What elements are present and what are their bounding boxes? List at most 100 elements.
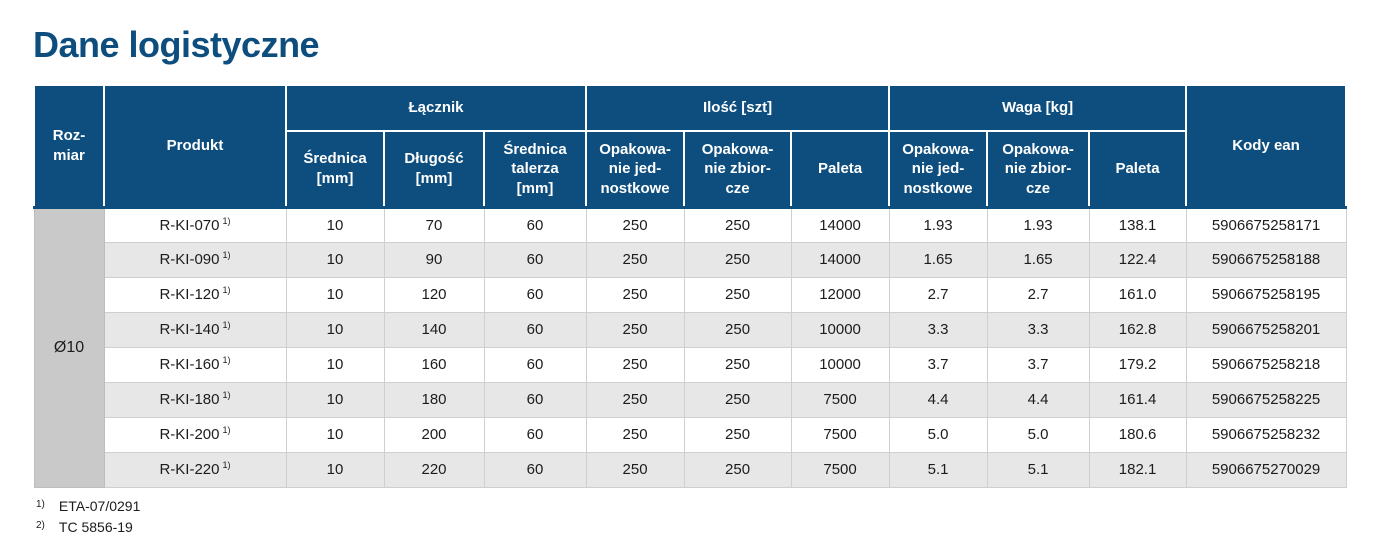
ilosc-opakowanie-jednostkowe-cell: 250: [585, 206, 685, 243]
header-group-row: Roz- miar Produkt Łącznik Ilość [szt] Wa…: [33, 84, 1348, 209]
srednica-mm-cell: 10: [285, 276, 385, 313]
header-sub-row: Średnica [mm] Długość [mm] Średnica tale…: [34, 130, 1346, 209]
product-footnote-marker: 1): [222, 460, 231, 470]
table-row: R-KI-160 1) 10 160 60 250 250 10000 3.7 3.7 179.2 5…: [34, 346, 1347, 383]
product-footnote-marker: 1): [222, 390, 231, 400]
srednica-talerza-mm-cell: 60: [483, 346, 587, 383]
kody-ean-cell: 5906675258195: [1185, 276, 1347, 313]
ilosc-paleta-cell: 7500: [790, 381, 890, 418]
col-header-ilosc-paleta: Paleta: [790, 130, 891, 209]
product-cell: R-KI-220 1): [103, 451, 287, 488]
waga-paleta-cell: 161.4: [1088, 381, 1187, 418]
footnote-text: TC 5856-19: [58, 518, 133, 535]
ilosc-opakowanie-jednostkowe-cell: 250: [585, 276, 685, 313]
ilosc-opakowanie-jednostkowe-cell: 250: [585, 311, 685, 348]
waga-opakowanie-jednostkowe-cell: 1.93: [888, 206, 988, 243]
srednica-talerza-mm-cell: 60: [483, 381, 587, 418]
srednica-mm-cell: 10: [285, 346, 385, 383]
table-header: Roz- miar Produkt Łącznik Ilość [szt] Wa…: [33, 84, 1348, 209]
waga-paleta-cell: 161.0: [1088, 276, 1187, 313]
table-row: R-KI-200 1) 10 200 60 250 250 7500 5.0 5.0 180.6 59…: [34, 416, 1347, 453]
product-cell: R-KI-160 1): [103, 346, 287, 383]
product-footnote-marker: 1): [222, 215, 231, 226]
product-name: R-KI-090: [159, 251, 220, 268]
group-header-ilosc: Ilość [szt]: [585, 84, 891, 132]
srednica-mm-cell: 10: [285, 416, 385, 453]
ilosc-opakowanie-jednostkowe-cell: 250: [585, 346, 685, 383]
col-header-produkt: Produkt: [103, 84, 287, 209]
table-body: Ø10 R-KI-070 1) 10 70 60 250 250 14000 1.93 1.93 13…: [33, 206, 1347, 488]
col-header-dlugosc-mm: Długość [mm]: [383, 130, 485, 209]
product-cell: R-KI-070 1): [103, 206, 287, 243]
waga-paleta-cell: 138.1: [1088, 206, 1187, 243]
product-name: R-KI-200: [159, 426, 220, 443]
waga-opakowanie-jednostkowe-cell: 3.7: [888, 346, 988, 383]
ilosc-paleta-cell: 7500: [790, 416, 890, 453]
srednica-talerza-mm-cell: 60: [483, 241, 587, 278]
ilosc-opakowanie-zbiorcze-cell: 250: [683, 276, 792, 313]
ilosc-paleta-cell: 7500: [790, 451, 890, 488]
ilosc-opakowanie-zbiorcze-cell: 250: [683, 311, 792, 348]
col-header-ilosc-opakowanie-zbiorcze: Opakowa- nie zbior- cze: [683, 130, 793, 209]
col-header-waga-opakowanie-zbiorcze: Opakowa- nie zbior- cze: [986, 130, 1091, 209]
table-row: R-KI-220 1) 10 220 60 250 250 7500 5.1 5.1 182.1 59…: [34, 451, 1347, 488]
kody-ean-cell: 5906675258232: [1185, 416, 1347, 453]
srednica-talerza-mm-cell: 60: [483, 206, 587, 243]
srednica-mm-cell: 10: [285, 451, 385, 488]
srednica-talerza-mm-cell: 60: [483, 451, 587, 488]
srednica-mm-cell: 10: [285, 241, 385, 278]
footnote-text: ETA-07/0291: [58, 497, 141, 514]
product-footnote-marker: 1): [222, 355, 231, 365]
col-header-ilosc-opakowanie-jednostkowe: Opakowa- nie jed- nostkowe: [585, 130, 686, 209]
waga-opakowanie-zbiorcze-cell: 3.3: [986, 311, 1090, 348]
waga-opakowanie-zbiorcze-cell: 3.7: [986, 346, 1090, 383]
ilosc-paleta-cell: 10000: [790, 311, 890, 348]
dlugosc-mm-cell: 140: [383, 311, 485, 348]
ilosc-opakowanie-jednostkowe-cell: 250: [585, 416, 685, 453]
col-header-srednica-talerza-mm: Średnica talerza [mm]: [482, 130, 588, 209]
waga-opakowanie-zbiorcze-cell: 2.7: [986, 276, 1090, 313]
kody-ean-cell: 5906675258171: [1185, 206, 1347, 243]
footnote: 2) TC 5856-19: [36, 518, 133, 535]
ilosc-opakowanie-zbiorcze-cell: 250: [683, 416, 792, 453]
ilosc-opakowanie-zbiorcze-cell: 250: [683, 206, 792, 243]
product-name: R-KI-070: [159, 216, 220, 234]
ilosc-paleta-cell: 10000: [790, 346, 890, 383]
ilosc-opakowanie-jednostkowe-cell: 250: [585, 381, 685, 418]
waga-opakowanie-jednostkowe-cell: 2.7: [888, 276, 988, 313]
ilosc-opakowanie-zbiorcze-cell: 250: [683, 451, 792, 488]
table-row: Ø10 R-KI-070 1) 10 70 60 250 250 14000 1.93 1.93 13…: [33, 206, 1347, 488]
table-row: R-KI-180 1) 10 180 60 250 250 7500 4.4 4.4 161.4 59…: [34, 381, 1347, 418]
waga-paleta-cell: 179.2: [1088, 346, 1187, 383]
col-header-waga-opakowanie-jednostkowe: Opakowa- nie jed- nostkowe: [888, 130, 989, 209]
srednica-mm-cell: 10: [285, 206, 385, 243]
table-row: R-KI-090 1) 10 90 60 250 250 14000 1.65 1.65 122.4…: [34, 241, 1347, 278]
waga-opakowanie-jednostkowe-cell: 4.4: [888, 381, 988, 418]
dlugosc-mm-cell: 120: [383, 276, 485, 313]
waga-opakowanie-jednostkowe-cell: 1.65: [888, 241, 988, 278]
kody-ean-cell: 5906675258201: [1185, 311, 1347, 348]
page-title: Dane logistyczne: [33, 24, 320, 65]
dlugosc-mm-cell: 160: [383, 346, 485, 383]
srednica-mm-cell: 10: [285, 311, 385, 348]
footnotes: 1) ETA-07/0291 2) TC 5856-19: [36, 498, 1345, 535]
waga-opakowanie-zbiorcze-cell: 1.65: [986, 241, 1090, 278]
waga-paleta-cell: 180.6: [1088, 416, 1187, 453]
waga-opakowanie-jednostkowe-cell: 3.3: [888, 311, 988, 348]
ilosc-opakowanie-zbiorcze-cell: 250: [683, 346, 792, 383]
product-name: R-KI-120: [159, 286, 220, 303]
ilosc-opakowanie-jednostkowe-cell: 250: [585, 451, 685, 488]
ilosc-opakowanie-zbiorcze-cell: 250: [683, 241, 792, 278]
waga-opakowanie-zbiorcze-cell: 4.4: [986, 381, 1090, 418]
product-footnote-marker: 1): [222, 250, 231, 260]
product-name: R-KI-180: [159, 391, 220, 408]
ilosc-opakowanie-jednostkowe-cell: 250: [585, 241, 685, 278]
srednica-mm-cell: 10: [285, 381, 385, 418]
product-footnote-marker: 1): [222, 425, 231, 435]
waga-paleta-cell: 122.4: [1088, 241, 1187, 278]
ilosc-paleta-cell: 14000: [790, 206, 890, 243]
table-row: R-KI-120 1) 10 120 60 250 250 12000 2.7 2.7 161.0 5…: [34, 276, 1347, 313]
col-header-waga-paleta: Paleta: [1088, 130, 1188, 209]
product-cell: R-KI-180 1): [103, 381, 287, 418]
